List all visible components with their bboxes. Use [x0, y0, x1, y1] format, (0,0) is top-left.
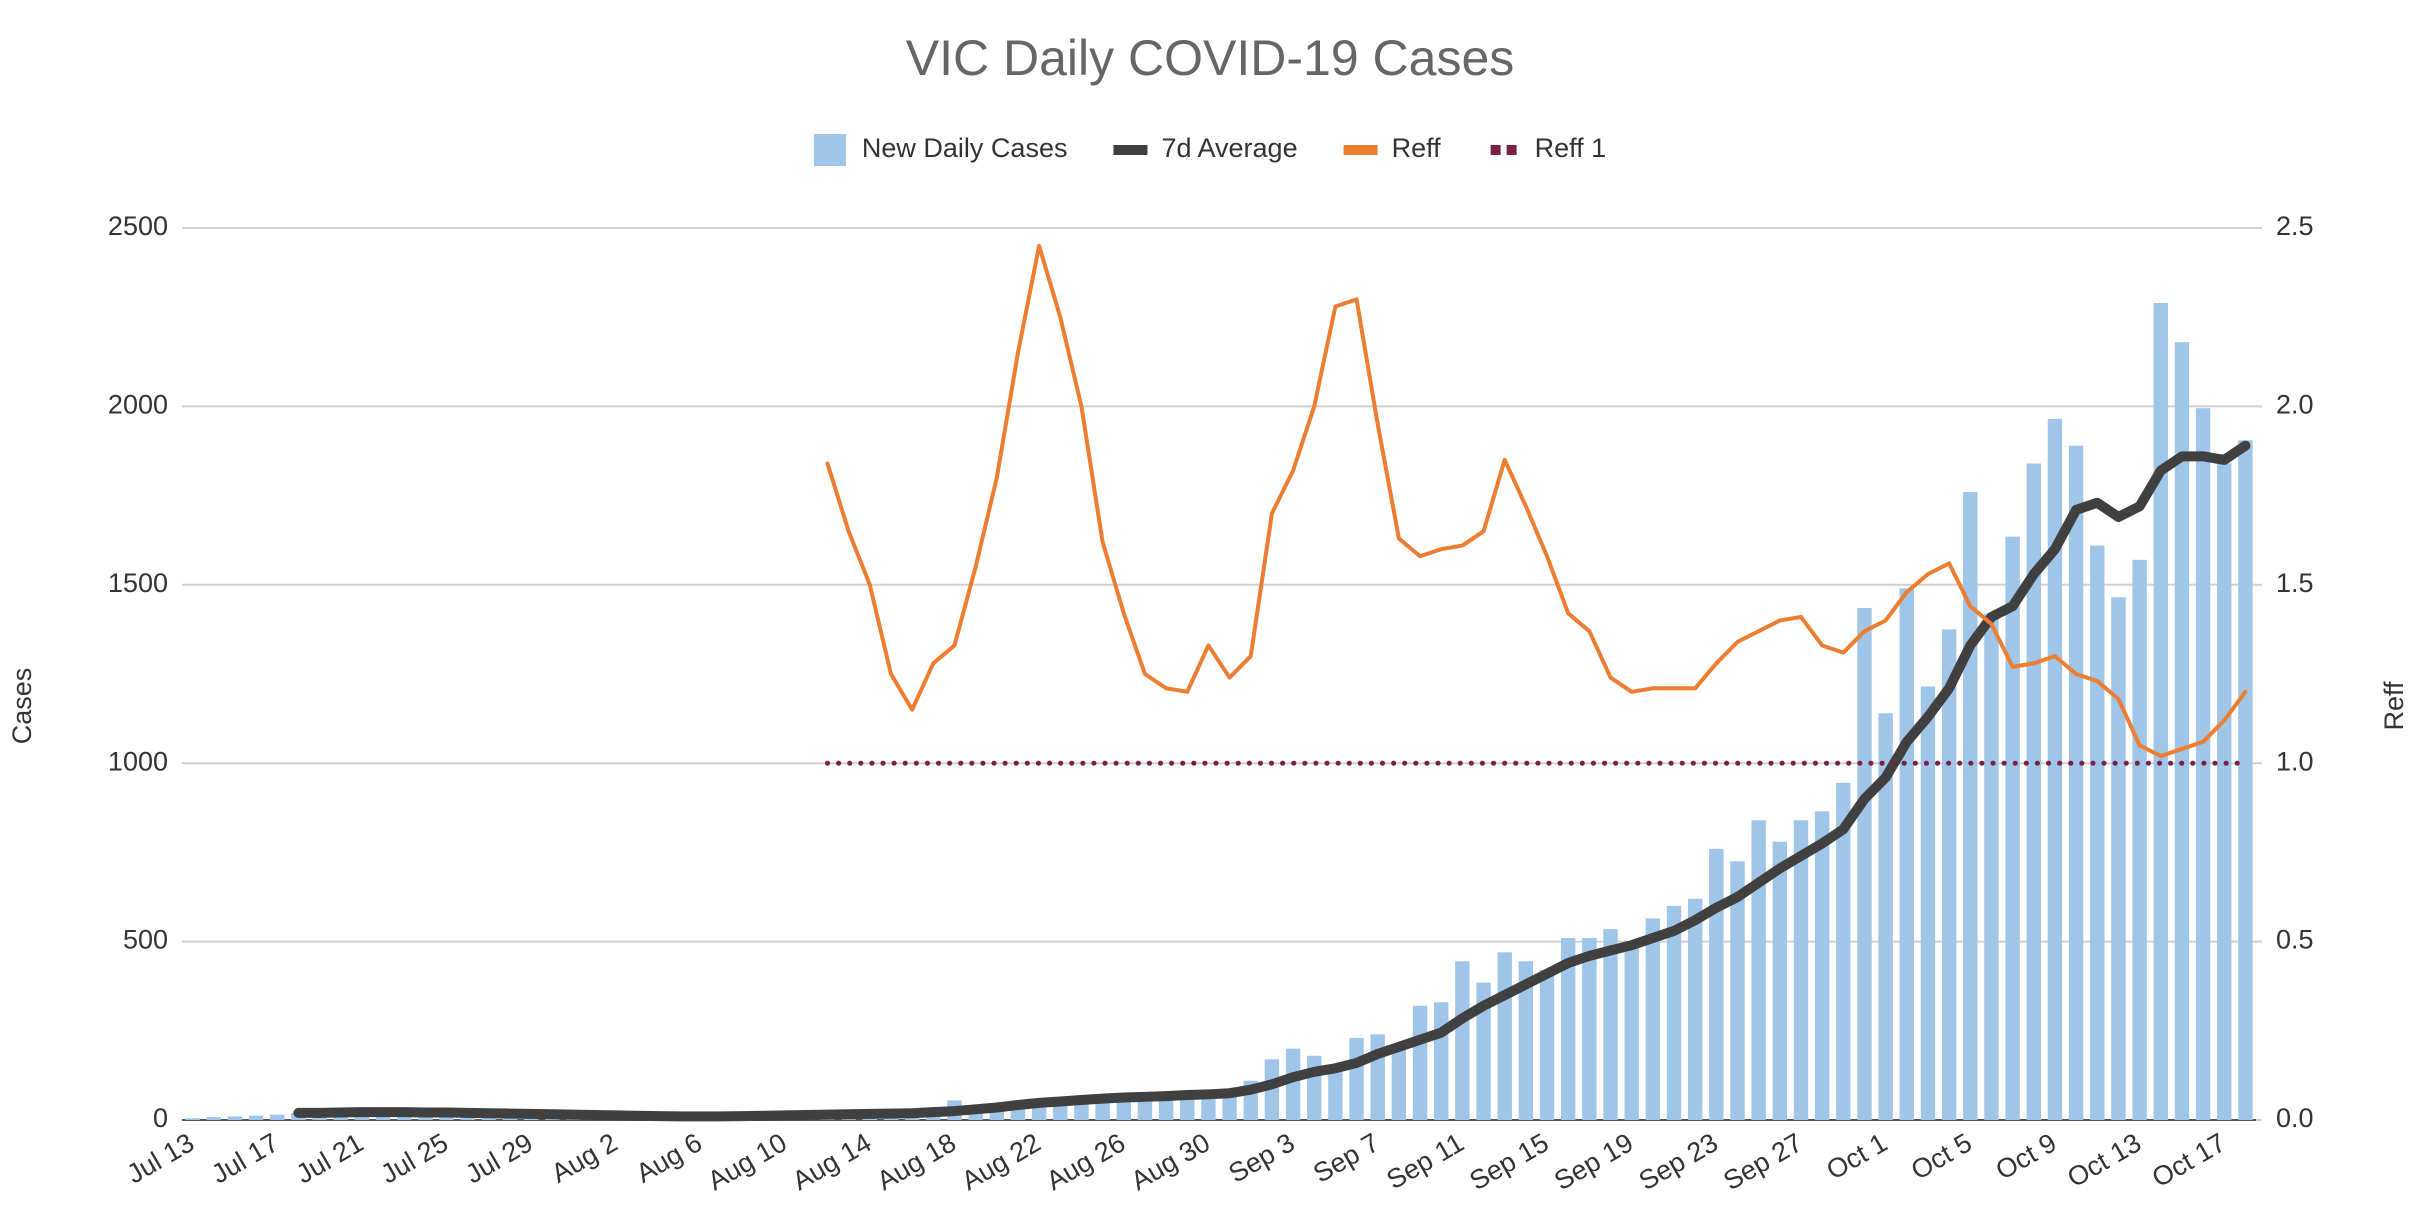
- bar: [1878, 713, 1893, 1120]
- bar: [1730, 861, 1745, 1120]
- y2-tick-label: 1.5: [2276, 568, 2314, 598]
- bar: [1709, 848, 1724, 1120]
- bar: [2068, 445, 2084, 1120]
- bar: [1095, 1098, 1110, 1120]
- bar: [1920, 686, 1936, 1120]
- legend-swatch: [1506, 145, 1517, 155]
- y2-tick-label: 2.0: [2276, 390, 2314, 420]
- y-tick-label: 1500: [108, 568, 168, 598]
- y-tick-label: 2000: [108, 390, 168, 420]
- bar: [1391, 1048, 1407, 1120]
- bar: [1476, 982, 1491, 1120]
- bar: [1307, 1055, 1322, 1120]
- line-series: [293, 440, 2251, 1122]
- bar: [1963, 492, 1978, 1121]
- legend-item: Reff 1: [1490, 133, 1607, 163]
- y2-tick-label: 2.5: [2276, 211, 2314, 241]
- y2-axis-label: Reff: [2379, 681, 2409, 731]
- bar: [2047, 418, 2063, 1120]
- bar: [1645, 918, 1661, 1120]
- line-series: [825, 243, 2248, 759]
- legend-label: Reff: [1392, 133, 1442, 163]
- bar: [248, 1115, 264, 1120]
- bar: [1497, 952, 1512, 1120]
- y-tick-label: 2500: [108, 211, 168, 241]
- bar: [270, 1114, 285, 1120]
- y-tick-label: 0: [153, 1103, 168, 1133]
- bar: [1539, 970, 1555, 1120]
- bar: [1857, 607, 1872, 1120]
- bar: [1772, 841, 1788, 1120]
- bar: [1264, 1059, 1280, 1120]
- bar: [2217, 463, 2232, 1120]
- bar: [1624, 941, 1639, 1120]
- bar: [1603, 929, 1618, 1120]
- bar: [1074, 1100, 1089, 1120]
- bar: [1412, 1005, 1428, 1120]
- bar: [227, 1116, 243, 1120]
- legend-item: Reff: [1343, 133, 1442, 163]
- y-tick-label: 500: [123, 925, 168, 955]
- y-tick-label: 1000: [108, 746, 168, 776]
- bar: [1793, 820, 1809, 1120]
- bar: [1455, 961, 1470, 1120]
- bar: [2132, 559, 2147, 1120]
- bar: [1836, 782, 1851, 1120]
- bar: [185, 1118, 200, 1120]
- bar: [2090, 545, 2105, 1120]
- bar: [1518, 961, 1534, 1120]
- bar: [2026, 463, 2041, 1120]
- legend-label: 7d Average: [1161, 133, 1297, 163]
- bar: [1666, 905, 1682, 1120]
- bar: [2238, 440, 2253, 1120]
- bar: [1751, 820, 1766, 1120]
- bar: [1582, 938, 1597, 1120]
- chart-title: VIC Daily COVID-19 Cases: [906, 30, 1515, 86]
- bar: [2111, 597, 2126, 1120]
- bar: [1434, 1002, 1449, 1120]
- y2-tick-label: 1.0: [2276, 746, 2314, 776]
- bar: [206, 1117, 221, 1120]
- bar: [2153, 302, 2168, 1121]
- bar: [1941, 629, 1957, 1120]
- bar: [1222, 1091, 1237, 1120]
- legend-label: New Daily Cases: [862, 133, 1068, 163]
- bar: [1328, 1066, 1343, 1120]
- bar: [1687, 898, 1703, 1120]
- y2-tick-label: 0.5: [2276, 925, 2314, 955]
- bar: [1814, 811, 1830, 1120]
- bar: [1899, 588, 1915, 1120]
- bar: [2174, 342, 2190, 1120]
- bar: [1158, 1096, 1174, 1120]
- bar: [1560, 938, 1576, 1120]
- bar: [1285, 1048, 1301, 1120]
- legend: New Daily Cases 7d Average Reff Reff 1: [813, 133, 1607, 166]
- bar: [1349, 1037, 1364, 1120]
- legend-label: Reff 1: [1535, 133, 1607, 163]
- bar: [2005, 536, 2020, 1120]
- bar: [1984, 613, 1999, 1120]
- legend-item: New Daily Cases: [813, 133, 1068, 166]
- y-axis-label: Cases: [7, 668, 37, 745]
- legend-item: 7d Average: [1113, 133, 1298, 163]
- y2-tick-label: 0.0: [2276, 1103, 2314, 1133]
- legend-swatch: [1490, 145, 1501, 155]
- legend-swatch: [813, 134, 846, 166]
